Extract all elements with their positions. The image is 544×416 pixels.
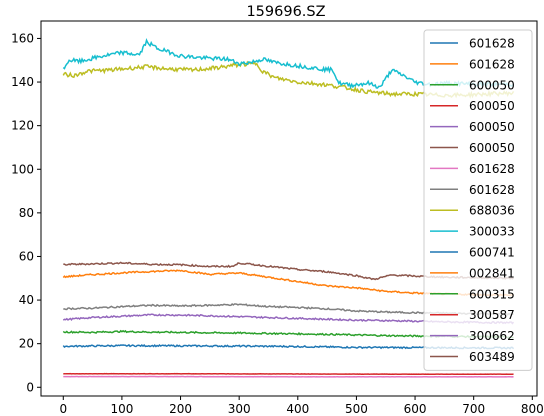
legend-label: 600050 xyxy=(469,99,515,113)
x-tick-label: 600 xyxy=(404,402,427,416)
legend-label: 300662 xyxy=(469,329,515,343)
legend-label: 600050 xyxy=(469,78,515,92)
x-tick-label: 0 xyxy=(59,402,67,416)
legend-label: 601628 xyxy=(469,57,515,71)
y-tick-label: 80 xyxy=(19,206,34,220)
legend: 601628 601628 600050 600050 600050 600050 6016… xyxy=(423,29,533,371)
y-tick-label: 20 xyxy=(19,337,34,351)
legend-label: 601628 xyxy=(469,183,515,197)
plot-frame xyxy=(40,20,538,397)
legend-label: 300033 xyxy=(469,225,515,239)
x-tick-label: 100 xyxy=(110,402,133,416)
legend-label: 601628 xyxy=(469,37,515,51)
y-tick-label: 40 xyxy=(19,293,34,307)
legend-label: 600315 xyxy=(469,287,515,301)
y-tick-label: 0 xyxy=(26,380,34,394)
x-tick-label: 300 xyxy=(228,402,251,416)
x-tick-label: 700 xyxy=(462,402,485,416)
legend-label: 688036 xyxy=(469,204,515,218)
y-tick-label: 100 xyxy=(11,162,34,176)
axes: 0 100 200 300 400 500 600 700 800 0 20 40 60 80 100 120… xyxy=(11,31,544,416)
legend-label: 600050 xyxy=(469,120,515,134)
legend-label: 600050 xyxy=(469,141,515,155)
x-tick-label: 500 xyxy=(345,402,368,416)
x-tick-label: 400 xyxy=(286,402,309,416)
chart-title: 159696.SZ xyxy=(246,4,325,20)
x-tick-label: 800 xyxy=(521,402,544,416)
series-line xyxy=(63,372,514,376)
y-tick-label: 140 xyxy=(11,75,34,89)
legend-label: 603489 xyxy=(469,350,515,364)
legend-label: 600741 xyxy=(469,246,515,260)
y-tick-label: 120 xyxy=(11,119,34,133)
x-tick-label: 200 xyxy=(169,402,192,416)
y-tick-label: 60 xyxy=(19,249,34,263)
legend-label: 300587 xyxy=(469,308,515,322)
y-tick-label: 160 xyxy=(11,31,34,45)
legend-box xyxy=(423,29,533,371)
legend-label: 601628 xyxy=(469,162,515,176)
legend-label: 002841 xyxy=(469,266,515,280)
